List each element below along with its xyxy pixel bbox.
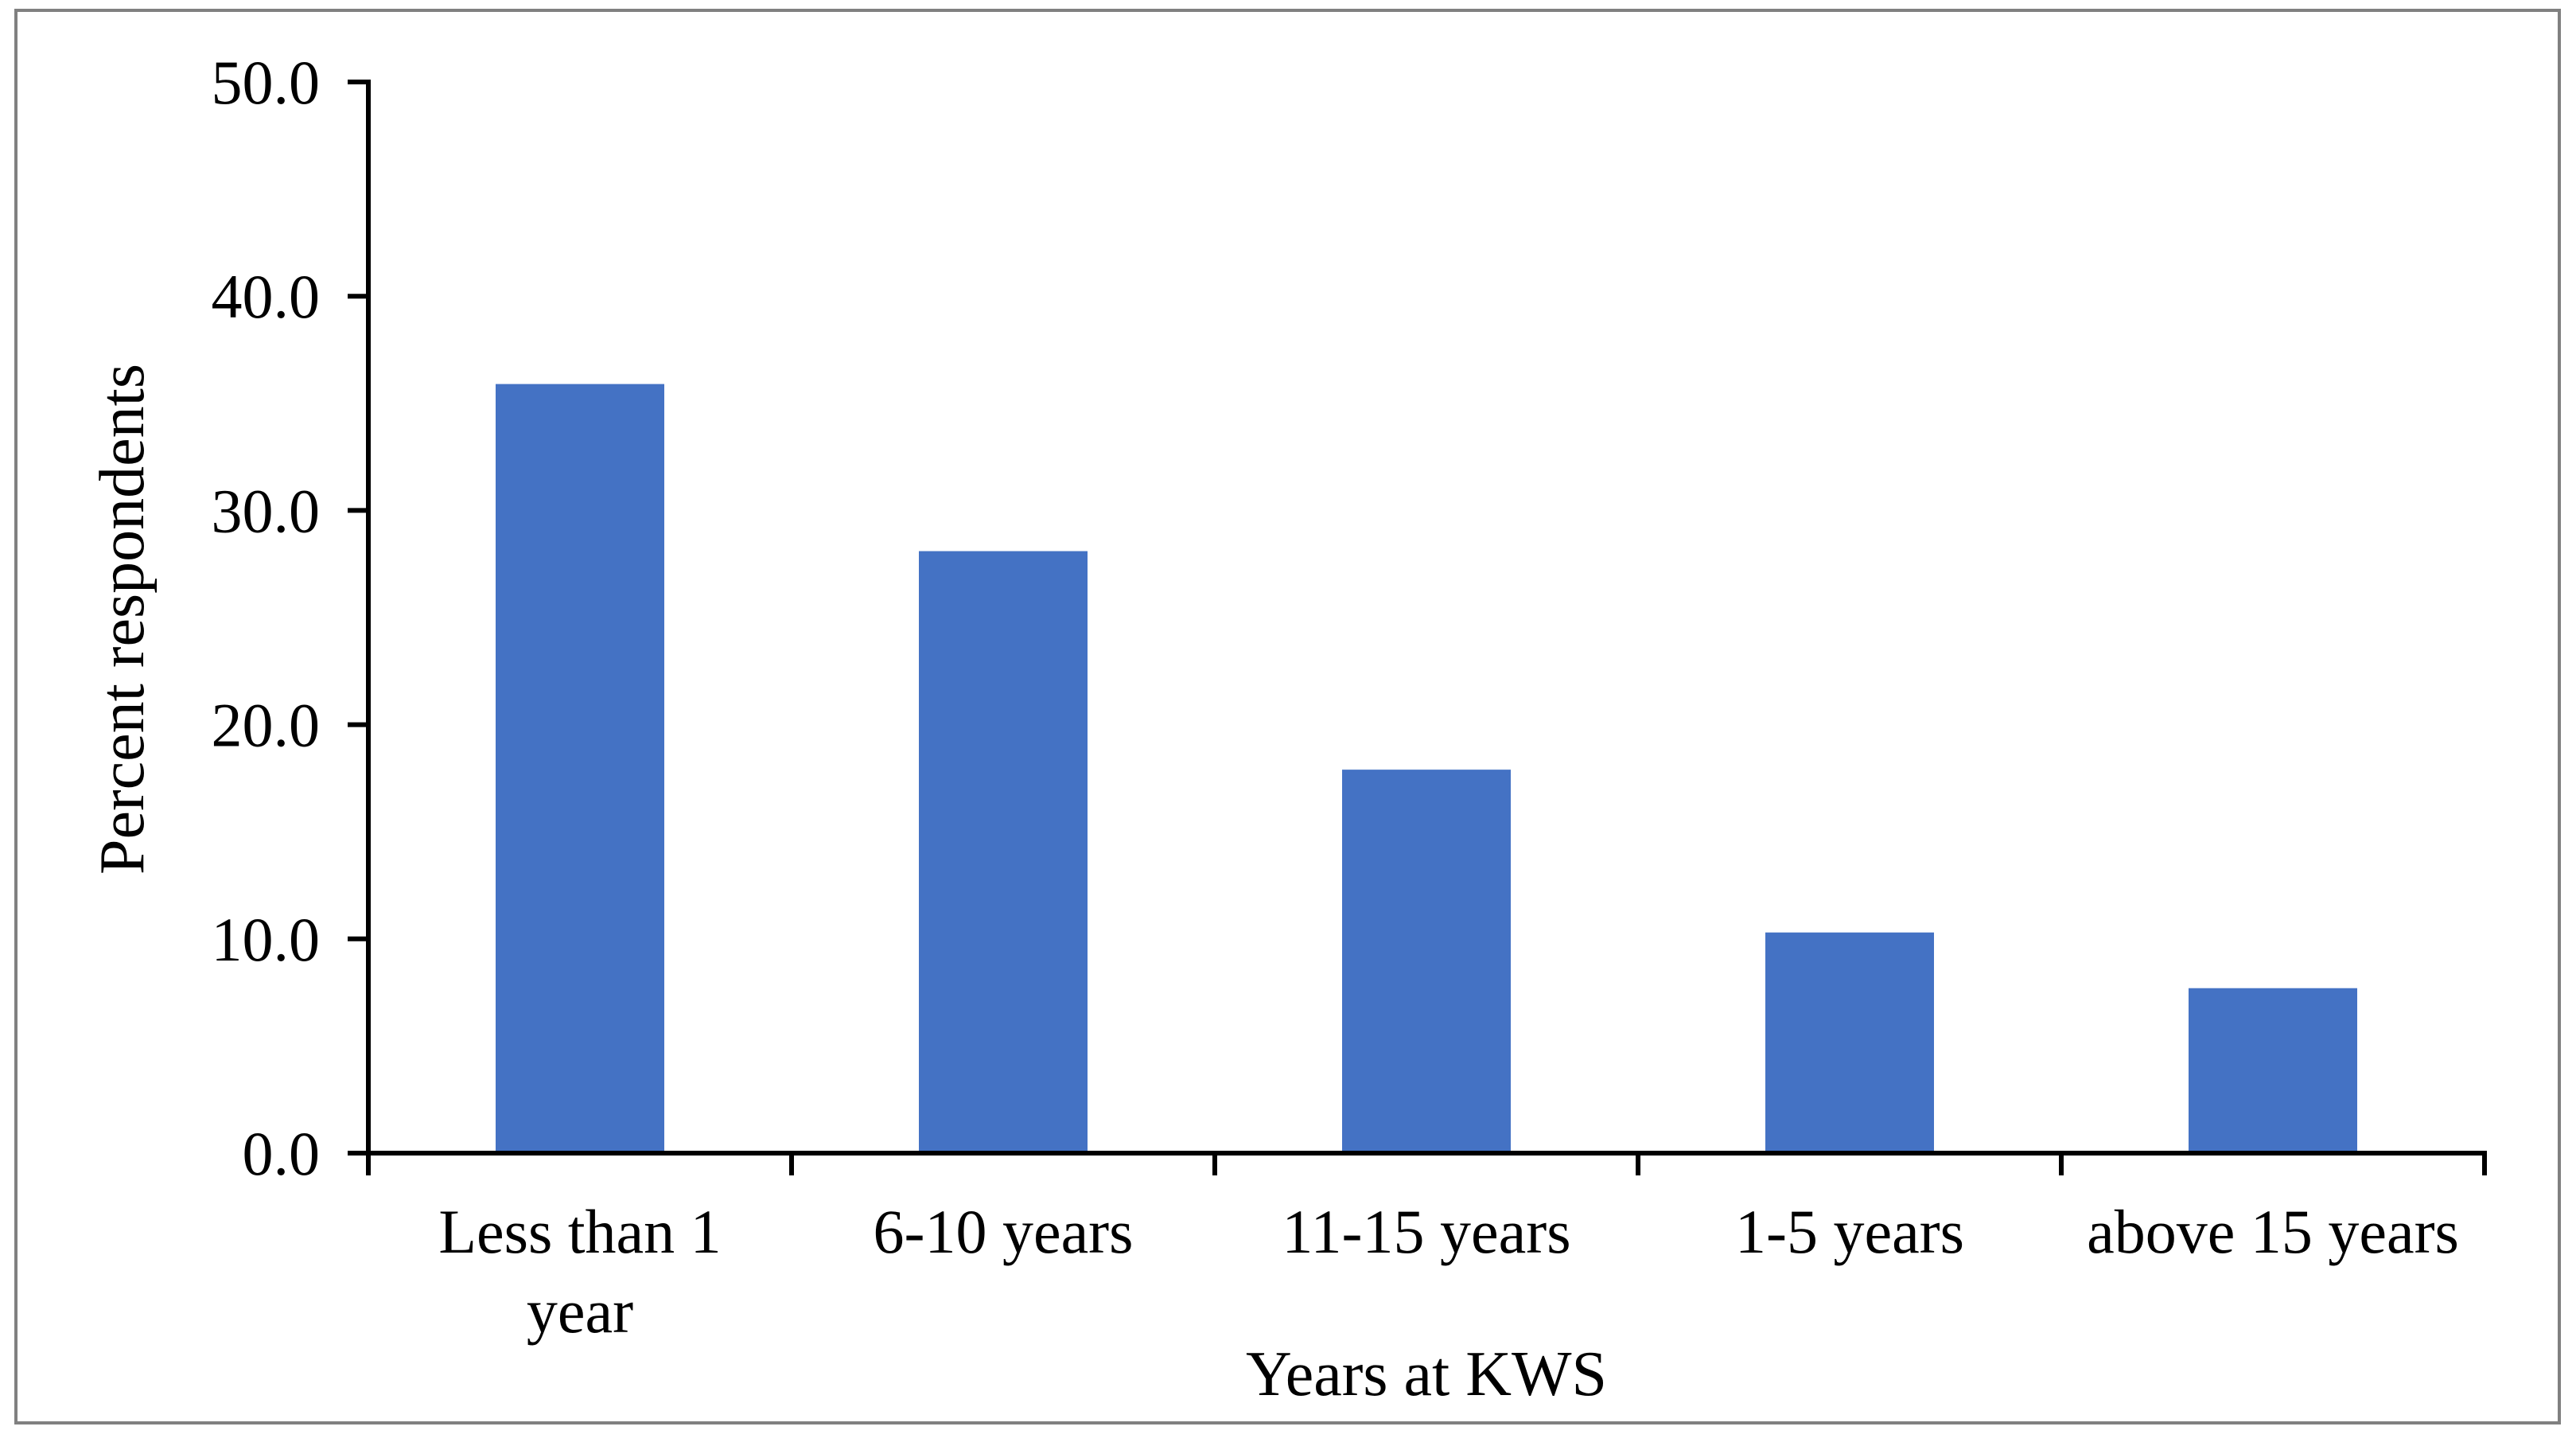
x-tick-label: above 15 years <box>2087 1197 2459 1266</box>
x-tick-label-line: above 15 years <box>2087 1197 2459 1266</box>
x-tick-label: 1-5 years <box>1735 1197 1964 1266</box>
y-tick-label: 10.0 <box>212 905 321 974</box>
bar <box>919 551 1088 1153</box>
y-tick-labels: 0.0 10.0 20.0 30.0 40.0 50.0 <box>212 48 321 1188</box>
x-tick-label-line: 1-5 years <box>1735 1197 1964 1266</box>
x-tick-label: 11-15 years <box>1282 1197 1570 1266</box>
bar <box>1765 932 1934 1153</box>
x-tick-label-line: year <box>527 1276 633 1346</box>
bar <box>1342 770 1511 1153</box>
x-axis-title: Years at KWS <box>1246 1339 1607 1409</box>
x-tick-label: 6-10 years <box>873 1197 1133 1266</box>
bar <box>496 384 664 1153</box>
y-tick-label: 40.0 <box>212 262 321 331</box>
y-tick-label: 0.0 <box>243 1119 321 1188</box>
y-tick-label: 20.0 <box>212 691 321 760</box>
y-tick-label: 50.0 <box>212 48 321 117</box>
x-tick-label-line: 6-10 years <box>873 1197 1133 1266</box>
x-tick-labels: Less than 1 year 6-10 years 11-15 years 1-5 … <box>438 1197 2459 1346</box>
bars-group <box>496 384 2357 1153</box>
y-axis-ticks <box>348 80 368 1156</box>
x-tick-label-line: 11-15 years <box>1282 1197 1570 1266</box>
y-tick-label: 30.0 <box>212 476 321 545</box>
x-tick-label: Less than 1 year <box>438 1197 721 1346</box>
chart-frame <box>14 9 2561 1424</box>
y-axis-title: Percent respondents <box>88 364 158 875</box>
x-tick-label-line: Less than 1 <box>438 1197 721 1266</box>
x-axis-ticks <box>366 1153 2487 1175</box>
bar <box>2189 988 2357 1153</box>
